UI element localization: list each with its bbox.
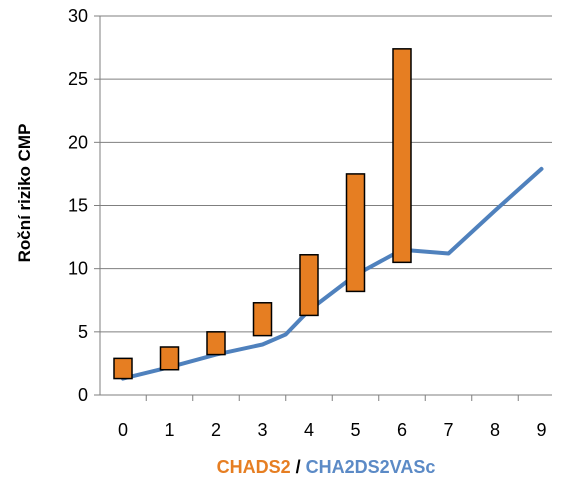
x-tick-label-9: 9 [536, 420, 546, 440]
chads2-range-bars [113, 48, 412, 380]
y-tick-label-20: 20 [68, 132, 88, 152]
x-axis-title-part-0: CHADS2 [217, 457, 291, 477]
y-tick-label-5: 5 [78, 322, 88, 342]
x-tick-label-4: 4 [304, 420, 314, 440]
cha2ds2vasc-line [121, 166, 544, 381]
chads2-bar-4 [299, 254, 319, 317]
chads2-bar-0 [113, 357, 133, 380]
x-tick-label-5: 5 [350, 420, 360, 440]
y-tick-label-0: 0 [78, 385, 88, 405]
x-axis-title-part-1: / [291, 457, 306, 477]
x-tick-label-6: 6 [397, 420, 407, 440]
x-tick-label-8: 8 [490, 420, 500, 440]
x-tick-label-0: 0 [118, 420, 128, 440]
y-tick-label-15: 15 [68, 196, 88, 216]
chads2-bar-6 [392, 48, 412, 264]
tick-labels: 0 5 10 15 20 25 30 0 1 2 3 4 5 6 7 8 9 [68, 6, 547, 440]
y-tick-label-30: 30 [68, 6, 88, 26]
cha2ds2vasc-line-group [121, 166, 544, 381]
chads2-bar-2 [206, 331, 226, 356]
x-tick-label-3: 3 [257, 420, 267, 440]
x-tick-label-1: 1 [164, 420, 174, 440]
chads2-bar-1 [159, 346, 180, 371]
x-tick-label-7: 7 [443, 420, 453, 440]
axes [94, 15, 552, 401]
y-tick-label-25: 25 [68, 69, 88, 89]
x-tick-label-2: 2 [211, 420, 221, 440]
x-axis-title: CHADS2 / CHA2DS2VASc [217, 457, 436, 477]
y-tick-label-10: 10 [68, 259, 88, 279]
x-axis-title-part-2: CHA2DS2VASc [306, 457, 436, 477]
y-axis-title: Roční riziko CMP [15, 124, 34, 263]
chads2-bar-3 [252, 302, 273, 337]
grid-lines [100, 15, 552, 333]
chads2-bar-5 [345, 173, 366, 293]
